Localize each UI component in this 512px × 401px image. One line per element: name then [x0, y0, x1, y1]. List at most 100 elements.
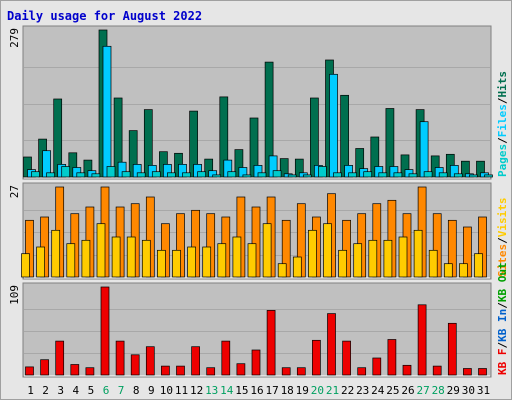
panel-scale-label: 109	[8, 285, 21, 305]
bar	[368, 239, 378, 278]
bar	[272, 170, 282, 178]
bar	[106, 166, 116, 178]
legend-entry: /	[496, 237, 509, 244]
x-tick-label: 8	[133, 384, 140, 397]
panel-legend: Pages/Files/Hits	[496, 71, 509, 177]
bar	[157, 249, 166, 278]
bar	[91, 173, 101, 178]
x-tick-label: 26	[401, 384, 414, 397]
bar	[484, 174, 493, 178]
bar	[402, 364, 412, 376]
x-tick-label: 20	[311, 384, 324, 397]
x-tick-label: 14	[220, 384, 234, 397]
bar	[21, 253, 30, 278]
x-tick-label: 12	[190, 384, 203, 397]
bar	[115, 340, 125, 376]
bar	[217, 243, 227, 278]
bar	[61, 166, 71, 178]
bar	[206, 367, 216, 376]
x-tick-label: 17	[265, 384, 278, 397]
legend-entry: KB F	[496, 349, 509, 376]
bar	[312, 339, 321, 376]
bar	[398, 236, 408, 278]
bar	[323, 223, 332, 278]
x-tick-label: 10	[160, 384, 173, 397]
chart-title: Daily usage for August 2022	[7, 9, 202, 23]
x-tick-label: 27	[416, 384, 429, 397]
bar	[40, 359, 49, 376]
bar	[342, 340, 351, 376]
x-tick-label: 15	[235, 384, 248, 397]
bar	[182, 172, 191, 178]
bar	[232, 236, 242, 278]
bar	[161, 365, 170, 376]
bar	[257, 172, 267, 178]
legend-entry: /	[496, 137, 509, 144]
panel-requests: 279 Pages/Files/Hits	[8, 25, 509, 180]
x-tick-label: 6	[103, 384, 110, 397]
bar	[308, 229, 317, 278]
bar	[432, 365, 442, 376]
bar	[70, 364, 80, 376]
panel-scale-label: 279	[8, 28, 21, 48]
bar	[318, 166, 327, 178]
bar	[353, 243, 363, 278]
legend-entry: /	[496, 342, 509, 349]
bar	[423, 171, 433, 178]
bar	[81, 239, 91, 278]
bar	[438, 172, 448, 178]
bar	[167, 172, 176, 178]
x-tick-label: 28	[432, 384, 445, 397]
bar	[227, 171, 237, 178]
bar	[287, 174, 297, 178]
bar	[443, 263, 453, 278]
bar	[266, 310, 276, 376]
legend-entry: Files	[496, 104, 509, 137]
bar	[363, 171, 373, 178]
bar	[126, 236, 136, 278]
legend-entry: Sites	[496, 244, 509, 277]
bar	[428, 249, 438, 278]
legend-entry: KB In	[496, 309, 509, 342]
bar	[393, 172, 403, 178]
bar	[176, 365, 185, 376]
bar	[100, 286, 110, 376]
panel-visitors: 27 Sites/Visits	[8, 182, 509, 280]
bar	[372, 357, 382, 376]
bar	[242, 174, 252, 178]
x-tick-label: 3	[57, 384, 64, 397]
bar	[340, 94, 349, 178]
bar	[172, 249, 181, 278]
bar	[333, 172, 342, 178]
bar	[463, 368, 472, 376]
bar	[459, 263, 468, 278]
bar	[96, 223, 106, 278]
bar	[191, 346, 200, 376]
bar	[408, 173, 418, 178]
x-tick-label: 4	[72, 384, 79, 397]
bar	[417, 304, 427, 376]
series-visits	[21, 223, 483, 278]
bar	[387, 339, 397, 376]
bar	[447, 322, 457, 376]
legend-entry: Pages	[496, 144, 509, 177]
x-axis-labels: 1 2 3 4 5 6 7 8 9 10 11 12 13 14 15 16 17 18 19 20 21 22 23 24 2…	[27, 384, 490, 397]
bar	[212, 174, 222, 178]
bar	[111, 236, 121, 278]
bar	[277, 263, 287, 278]
x-tick-label: 24	[371, 384, 385, 397]
bar	[296, 367, 306, 376]
x-tick-label: 5	[88, 384, 95, 397]
bar	[130, 354, 140, 376]
bar	[31, 171, 40, 178]
x-tick-label: 9	[148, 384, 155, 397]
bar	[145, 346, 155, 376]
bar	[378, 172, 388, 178]
x-tick-label: 22	[341, 384, 354, 397]
bar	[419, 121, 429, 178]
bar	[136, 172, 146, 178]
x-tick-label: 1	[27, 384, 34, 397]
